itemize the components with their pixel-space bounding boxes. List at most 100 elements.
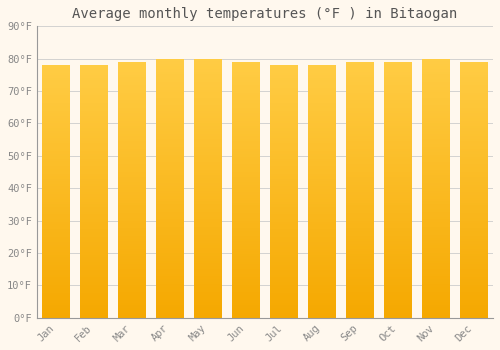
- Bar: [80, 232, 108, 234]
- Bar: [346, 274, 374, 277]
- Bar: [194, 302, 222, 305]
- Bar: [346, 144, 374, 146]
- Bar: [422, 116, 450, 118]
- Bar: [80, 171, 108, 174]
- Bar: [308, 128, 336, 131]
- Bar: [384, 72, 412, 75]
- Bar: [80, 285, 108, 288]
- Bar: [80, 90, 108, 93]
- Bar: [118, 287, 146, 290]
- Bar: [194, 64, 222, 66]
- Bar: [422, 77, 450, 79]
- Bar: [194, 90, 222, 92]
- Bar: [232, 264, 260, 267]
- Bar: [118, 85, 146, 88]
- Bar: [346, 228, 374, 231]
- Bar: [80, 144, 108, 146]
- Bar: [308, 247, 336, 250]
- Bar: [460, 259, 488, 261]
- Bar: [118, 185, 146, 187]
- Bar: [308, 106, 336, 108]
- Bar: [232, 267, 260, 269]
- Bar: [346, 220, 374, 223]
- Bar: [270, 227, 298, 229]
- Bar: [270, 85, 298, 88]
- Bar: [156, 95, 184, 98]
- Bar: [42, 227, 70, 229]
- Bar: [346, 267, 374, 269]
- Bar: [384, 223, 412, 226]
- Bar: [346, 236, 374, 238]
- Bar: [80, 108, 108, 111]
- Bar: [384, 298, 412, 300]
- Bar: [80, 219, 108, 222]
- Bar: [422, 59, 450, 61]
- Bar: [194, 313, 222, 315]
- Bar: [308, 300, 336, 303]
- Bar: [80, 262, 108, 265]
- Bar: [422, 175, 450, 178]
- Bar: [232, 279, 260, 282]
- Bar: [346, 261, 374, 264]
- Bar: [194, 266, 222, 268]
- Bar: [346, 88, 374, 90]
- Bar: [232, 70, 260, 72]
- Bar: [384, 70, 412, 72]
- Title: Average monthly temperatures (°F ) in Bitaogan: Average monthly temperatures (°F ) in Bi…: [72, 7, 458, 21]
- Bar: [80, 75, 108, 78]
- Bar: [384, 126, 412, 128]
- Bar: [422, 136, 450, 139]
- Bar: [118, 105, 146, 108]
- Bar: [232, 77, 260, 80]
- Bar: [270, 174, 298, 176]
- Bar: [118, 98, 146, 100]
- Bar: [156, 105, 184, 108]
- Bar: [346, 118, 374, 121]
- Bar: [384, 216, 412, 218]
- Bar: [422, 111, 450, 113]
- Bar: [194, 219, 222, 222]
- Bar: [460, 195, 488, 197]
- Bar: [156, 121, 184, 124]
- Bar: [42, 260, 70, 262]
- Bar: [308, 159, 336, 161]
- Bar: [308, 93, 336, 96]
- Bar: [308, 197, 336, 199]
- Bar: [232, 152, 260, 154]
- Bar: [384, 105, 412, 108]
- Bar: [232, 156, 260, 159]
- Bar: [42, 73, 70, 75]
- Bar: [42, 164, 70, 166]
- Bar: [232, 141, 260, 144]
- Bar: [194, 108, 222, 111]
- Bar: [42, 224, 70, 227]
- Bar: [42, 265, 70, 267]
- Bar: [384, 123, 412, 126]
- Bar: [232, 75, 260, 77]
- Bar: [232, 108, 260, 111]
- Bar: [80, 174, 108, 176]
- Bar: [422, 310, 450, 313]
- Bar: [194, 79, 222, 82]
- Bar: [270, 245, 298, 247]
- Bar: [194, 204, 222, 206]
- Bar: [194, 142, 222, 144]
- Bar: [460, 216, 488, 218]
- Bar: [422, 230, 450, 232]
- Bar: [194, 160, 222, 162]
- Bar: [346, 100, 374, 103]
- Bar: [42, 285, 70, 288]
- Bar: [194, 92, 222, 95]
- Bar: [460, 300, 488, 302]
- Bar: [270, 239, 298, 242]
- Bar: [384, 108, 412, 111]
- Bar: [232, 154, 260, 156]
- Bar: [346, 105, 374, 108]
- Bar: [346, 264, 374, 267]
- Bar: [422, 284, 450, 287]
- Bar: [346, 279, 374, 282]
- Bar: [270, 199, 298, 202]
- Bar: [384, 177, 412, 180]
- Bar: [194, 209, 222, 212]
- Bar: [346, 197, 374, 200]
